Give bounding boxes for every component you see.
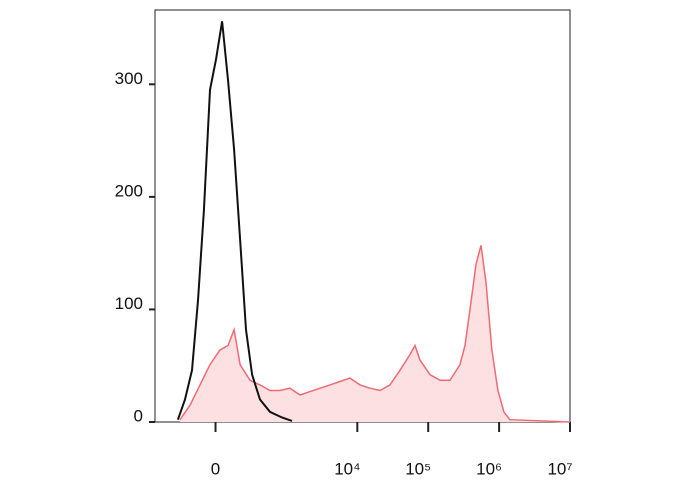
y-tick-label: 0: [134, 406, 143, 425]
x-tick-label: 0: [211, 459, 220, 478]
histogram-line: [176, 21, 293, 422]
y-tick-label: 100: [115, 294, 143, 313]
y-tick-label: 200: [115, 181, 143, 200]
histogram-line: [179, 245, 571, 423]
x-tick-label: 10⁷: [547, 459, 572, 478]
x-tick-label: 10⁴: [334, 459, 360, 478]
y-tick-label: 300: [115, 69, 143, 88]
histogram-area: [179, 245, 570, 422]
x-tick-label: 10⁶: [476, 459, 502, 478]
x-tick-label: 10⁵: [405, 459, 431, 478]
